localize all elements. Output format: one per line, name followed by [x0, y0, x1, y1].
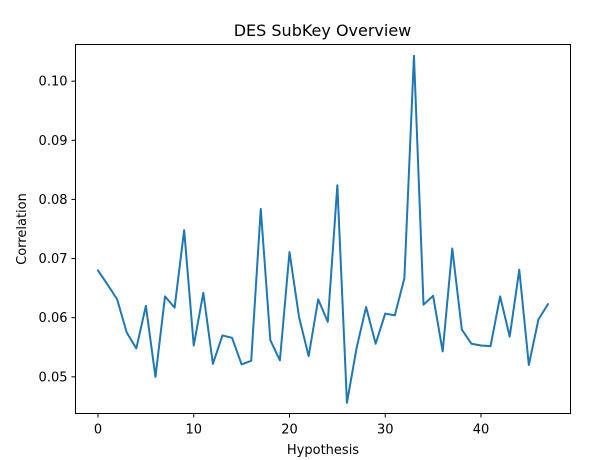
plot-frame: [75, 44, 571, 414]
y-tick-label: 0.07: [39, 252, 68, 267]
chart-title: DES SubKey Overview: [234, 21, 412, 40]
y-tick-label: 0.10: [39, 75, 68, 90]
series-line: [97, 54, 549, 404]
y-tick-label: 0.05: [39, 370, 68, 385]
x-axis-label: Hypothesis: [287, 443, 359, 458]
y-tick-label: 0.09: [39, 134, 68, 149]
y-axis-label: Correlation: [15, 193, 30, 265]
x-tick-label: 0: [94, 423, 102, 438]
x-tick-label: 30: [377, 423, 394, 438]
x-tick-label: 10: [185, 423, 202, 438]
y-tick-label: 0.08: [39, 193, 68, 208]
axis-ticks: 0 10 20 30 40 0.05 0.06 0.07 0.08 0.09 0.10: [39, 75, 490, 438]
y-tick-label: 0.06: [39, 311, 68, 326]
x-tick-label: 40: [473, 423, 490, 438]
x-tick-label: 20: [281, 423, 298, 438]
